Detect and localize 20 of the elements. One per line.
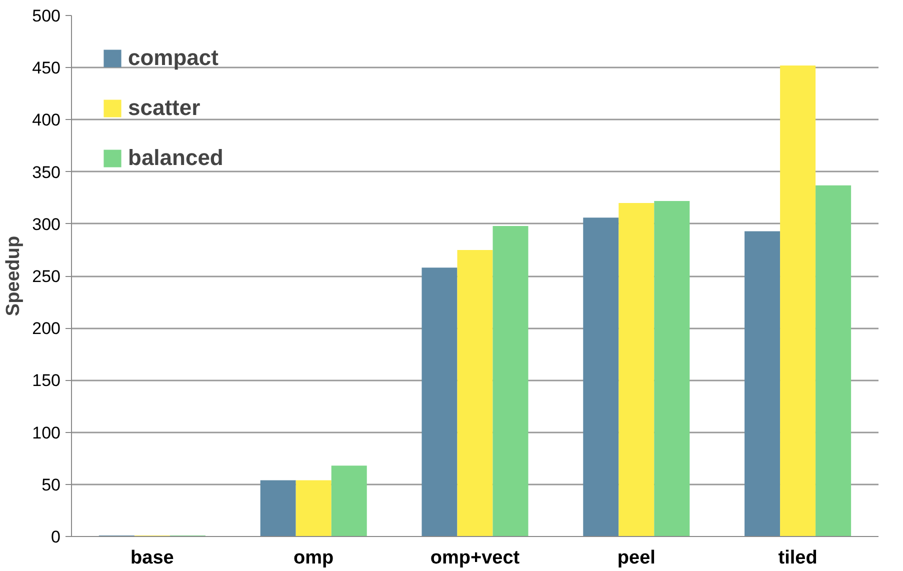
y-tick-label: 100: [32, 423, 61, 442]
y-tick-label: 0: [51, 528, 61, 546]
y-tick-label: 200: [32, 319, 61, 338]
legend-label: balanced: [128, 145, 224, 171]
y-tick-label: 500: [32, 6, 61, 26]
y-tick-label: 250: [32, 267, 61, 286]
x-tick-label: omp: [294, 548, 334, 568]
x-tick-label: omp+vect: [430, 548, 520, 568]
y-tick-label: 150: [32, 371, 61, 390]
legend-label: scatter: [128, 95, 200, 121]
legend-label: compact: [128, 45, 218, 71]
y-axis-title: Speedup: [3, 236, 24, 316]
y-tick-label: 50: [42, 475, 61, 494]
y-tick-label: 300: [32, 214, 61, 234]
x-tick-label: peel: [617, 548, 656, 568]
x-tick-label: base: [130, 548, 174, 568]
y-tick-label: 400: [32, 110, 61, 130]
y-tick-label: 450: [32, 58, 61, 78]
x-tick-label: tiled: [778, 548, 818, 568]
y-tick-label: 350: [32, 162, 61, 182]
